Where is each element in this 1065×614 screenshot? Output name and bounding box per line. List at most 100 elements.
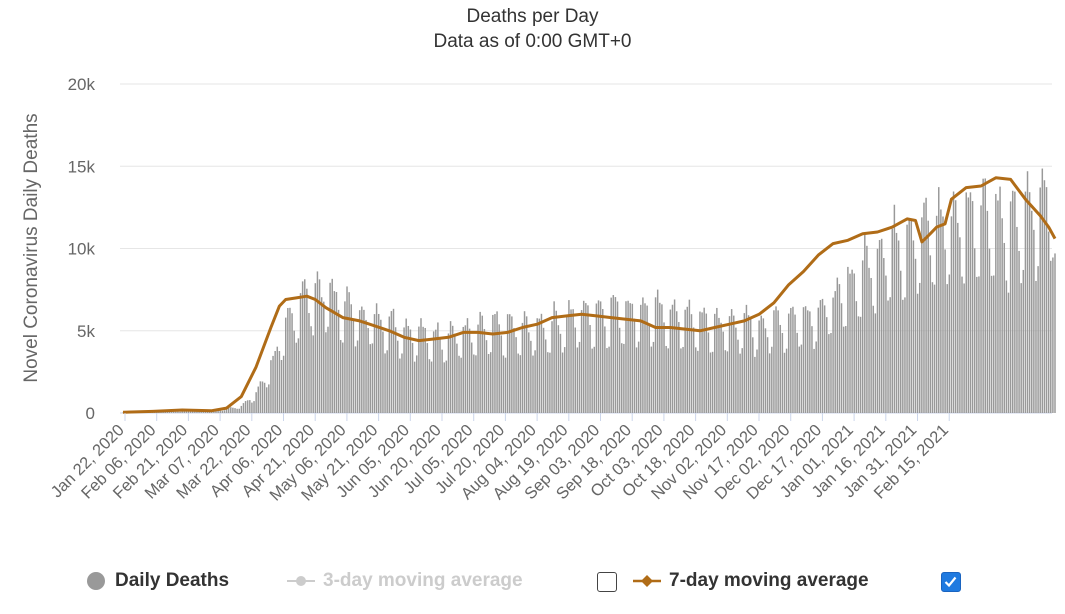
- daily-deaths-bar: [621, 343, 623, 413]
- daily-deaths-bar: [766, 337, 769, 413]
- daily-deaths-bar: [585, 303, 587, 413]
- daily-deaths-bar: [344, 301, 346, 413]
- daily-deaths-bar: [861, 260, 864, 413]
- daily-deaths-bar: [350, 304, 352, 413]
- daily-deaths-bar: [388, 316, 391, 413]
- daily-deaths-bar: [973, 248, 976, 413]
- daily-deaths-bar: [984, 178, 986, 413]
- daily-deaths-bar: [659, 302, 661, 413]
- daily-deaths-bar: [369, 344, 372, 413]
- 3day-average-checkbox[interactable]: [597, 572, 617, 592]
- daily-deaths-bar: [673, 299, 676, 413]
- daily-deaths-bar: [610, 297, 612, 413]
- daily-deaths-bar: [1031, 210, 1033, 413]
- daily-deaths-bar: [416, 355, 418, 413]
- daily-deaths-bar: [179, 411, 181, 413]
- seven-day-average-series: [122, 176, 1057, 414]
- daily-deaths-bar: [473, 354, 475, 413]
- daily-deaths-bar: [253, 401, 255, 413]
- daily-deaths-bar: [908, 218, 910, 413]
- daily-deaths-bar: [1007, 292, 1010, 413]
- daily-deaths-bar: [424, 327, 426, 413]
- daily-deaths-bar: [760, 315, 762, 413]
- daily-deaths-bar: [783, 352, 786, 413]
- daily-deaths-bar: [720, 322, 722, 413]
- daily-deaths-bar: [553, 301, 555, 413]
- daily-deaths-bar: [880, 238, 883, 413]
- daily-deaths-bar: [530, 340, 532, 413]
- daily-deaths-bar: [969, 192, 972, 413]
- daily-deaths-bar: [320, 297, 323, 413]
- daily-deaths-bar: [544, 339, 547, 413]
- daily-deaths-bar: [722, 331, 724, 413]
- y-axis-label: Novel Coronavirus Daily Deaths: [21, 113, 42, 382]
- legend-label-3day-average: 3-day moving average: [323, 570, 523, 591]
- legend-item-7day-average[interactable]: 7-day moving average: [633, 566, 869, 596]
- daily-deaths-bar: [551, 321, 553, 413]
- daily-deaths-bar: [716, 307, 718, 413]
- daily-deaths-bar: [339, 340, 342, 413]
- daily-deaths-bar: [555, 310, 557, 413]
- daily-deaths-bar: [895, 232, 898, 413]
- daily-deaths-bar: [671, 304, 674, 413]
- daily-deaths-bar: [800, 344, 803, 413]
- legend-item-daily-deaths[interactable]: Daily Deaths: [87, 566, 229, 596]
- daily-deaths-bar: [396, 340, 399, 413]
- daily-deaths-bar: [287, 307, 289, 413]
- daily-deaths-bar: [965, 192, 967, 413]
- daily-deaths-bar: [227, 407, 230, 413]
- daily-deaths-bar: [346, 286, 348, 413]
- daily-deaths-bar: [642, 297, 644, 413]
- daily-deaths-bar: [785, 348, 788, 413]
- daily-deaths-bar: [859, 316, 862, 413]
- daily-deaths-bar: [517, 353, 519, 413]
- daily-deaths-bar: [392, 308, 395, 413]
- daily-deaths-bar: [787, 313, 790, 413]
- daily-deaths-bar: [874, 313, 877, 413]
- daily-deaths-bar: [832, 297, 834, 413]
- daily-deaths-bar: [299, 293, 302, 413]
- daily-deaths-bar: [221, 410, 224, 413]
- daily-deaths-bar: [813, 348, 815, 413]
- daily-deaths-bar: [857, 316, 860, 413]
- 7day-average-checkbox[interactable]: [941, 572, 961, 592]
- daily-deaths-bar: [929, 255, 932, 413]
- daily-deaths-bar: [365, 319, 367, 413]
- daily-deaths-bar: [878, 240, 881, 413]
- chart-subtitle: Data as of 0:00 GMT+0: [433, 31, 632, 52]
- daily-deaths-bar: [851, 269, 853, 413]
- daily-deaths-bar: [790, 307, 792, 413]
- diamond-line-icon: [633, 575, 661, 587]
- daily-deaths-bar: [952, 191, 955, 413]
- daily-deaths-bar: [821, 298, 824, 413]
- daily-deaths-bar: [449, 321, 452, 413]
- daily-deaths-bar: [646, 305, 648, 413]
- daily-deaths-bar: [200, 411, 202, 413]
- daily-deaths-bar: [836, 277, 839, 413]
- daily-deaths-bar: [261, 381, 264, 413]
- daily-deaths-bar: [215, 411, 217, 413]
- daily-deaths-bar: [358, 310, 361, 413]
- daily-deaths-bar: [733, 315, 735, 413]
- daily-deaths-bar: [513, 328, 515, 413]
- daily-deaths-bar: [291, 313, 293, 413]
- legend-item-3day-average[interactable]: 3-day moving average: [287, 566, 523, 596]
- daily-deaths-bar: [189, 411, 192, 413]
- daily-deaths-bar: [942, 216, 944, 413]
- daily-deaths-bar: [373, 314, 376, 413]
- daily-deaths-bar: [912, 240, 915, 413]
- daily-deaths-bar: [1047, 231, 1050, 413]
- daily-deaths-bar: [650, 346, 653, 413]
- daily-deaths-bar: [616, 301, 619, 413]
- daily-deaths-bar: [675, 311, 678, 413]
- daily-deaths-bar: [418, 326, 420, 413]
- daily-deaths-bar: [794, 314, 796, 413]
- circle-icon: [87, 572, 105, 590]
- daily-deaths-bar: [447, 333, 450, 413]
- daily-deaths-bar: [325, 332, 327, 413]
- daily-deaths-bar: [289, 307, 291, 413]
- daily-deaths-bar: [206, 411, 209, 413]
- daily-deaths-bar: [992, 275, 995, 413]
- daily-deaths-bar: [582, 300, 585, 413]
